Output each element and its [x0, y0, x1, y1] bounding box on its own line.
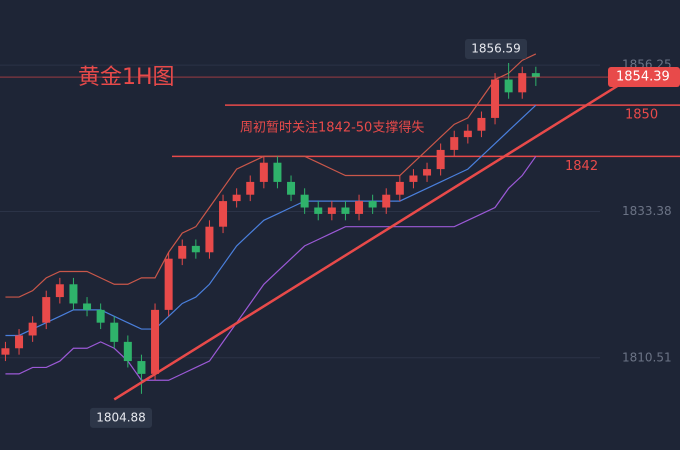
candle-body — [491, 79, 500, 118]
candle-body — [137, 361, 146, 374]
candle-body — [518, 73, 527, 93]
candle-body — [300, 194, 309, 208]
y-tick-label: 1833.38 — [622, 204, 672, 218]
candle-body — [287, 181, 296, 195]
chart-title: 黄金1H图 — [78, 65, 175, 90]
candle-body — [450, 137, 459, 150]
candle-body — [327, 207, 336, 214]
candle-body — [69, 284, 78, 304]
candle-body — [355, 201, 364, 214]
candle-body — [409, 175, 418, 182]
level-label: 1842 — [565, 159, 598, 174]
band-line — [5, 53, 537, 298]
candle-body — [178, 245, 187, 259]
candle-body — [436, 149, 445, 170]
level-label: 1850 — [625, 108, 658, 123]
candle-body — [151, 309, 160, 374]
last-price-box — [608, 67, 680, 88]
trend-line — [113, 84, 619, 401]
candle-body — [504, 79, 513, 93]
candle-body — [382, 194, 391, 208]
candle-body — [110, 322, 119, 342]
candle-body — [164, 258, 173, 310]
candle-body — [395, 181, 404, 195]
candle-body — [219, 201, 228, 227]
candle-body — [341, 207, 350, 214]
candle-body — [15, 335, 24, 349]
candle-body — [246, 181, 255, 195]
low-label: 1804.88 — [96, 410, 146, 424]
annotation: 周初暂时关注1842-50支撑得失 — [240, 120, 424, 136]
low-box — [90, 407, 152, 428]
candle-body — [42, 297, 51, 323]
candle-body — [96, 309, 105, 323]
y-tick-label: 1810.51 — [622, 350, 672, 364]
candle-body — [531, 73, 540, 78]
candle-body — [423, 169, 432, 176]
candle-body — [259, 162, 268, 182]
high-label: 1856.59 — [471, 41, 521, 55]
candle-body — [314, 207, 323, 214]
band-line — [5, 155, 537, 381]
candle-body — [463, 130, 472, 138]
candle-body — [191, 245, 200, 253]
candle-body — [1, 348, 10, 355]
candle-body — [123, 341, 132, 362]
candle-body — [28, 322, 37, 336]
candle-body — [83, 303, 92, 310]
candle-body — [55, 284, 64, 298]
last-price-label: 1854.39 — [616, 70, 670, 85]
candle-body — [273, 162, 282, 182]
candle-body — [368, 201, 377, 208]
band-line — [5, 104, 537, 337]
high-box — [465, 38, 527, 59]
candle-body — [205, 226, 214, 253]
candle-body — [232, 194, 241, 202]
candle-body — [477, 117, 486, 131]
